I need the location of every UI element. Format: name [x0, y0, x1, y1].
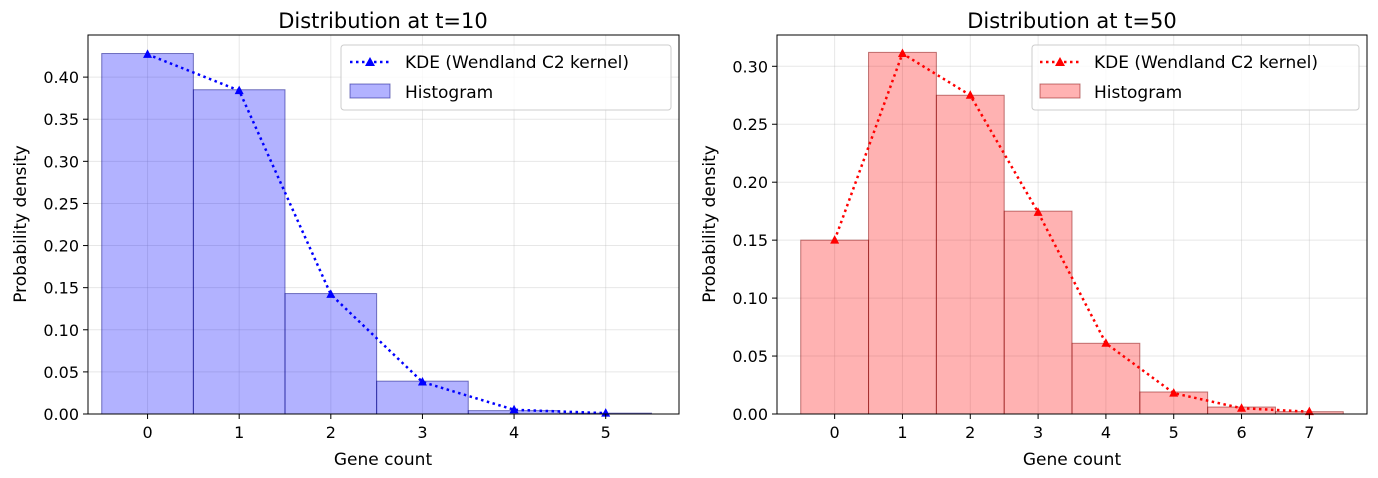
x-tick-label: 0: [142, 423, 152, 442]
legend-box: [340, 44, 672, 111]
x-tick-label: 5: [1169, 423, 1179, 442]
y-axis-label: Probability density: [11, 145, 31, 303]
x-tick-label: 6: [1236, 423, 1246, 442]
y-tick-label: 0.20: [732, 173, 768, 192]
y-axis-ticks: 0.00 0.05 0.10 0.15 0.20 0.25 0.30 0.35 0.40: [43, 68, 88, 424]
x-tick-label: 3: [1033, 423, 1043, 442]
y-tick-label: 0.05: [43, 363, 79, 382]
legend-hist-swatch: [1039, 83, 1081, 99]
x-axis-label: Gene count: [1023, 450, 1122, 470]
legend-hist-label: Histogram: [1094, 83, 1182, 103]
y-tick-label: 0.00: [732, 405, 768, 424]
legend-hist-swatch: [349, 83, 391, 99]
y-tick-label: 0.10: [43, 321, 79, 340]
legend-kde-marker: [365, 57, 375, 66]
x-tick-label: 1: [234, 423, 244, 442]
chart-t10: Distribution at t=10 0 1 2 3 4 5 0.00 0.05 0.10…: [11, 9, 680, 470]
x-tick-label: 0: [830, 423, 840, 442]
x-tick-label: 1: [897, 423, 907, 442]
kde-point: [234, 85, 244, 95]
x-tick-label: 4: [1101, 423, 1111, 442]
x-tick-label: 2: [965, 423, 975, 442]
y-axis-ticks: 0.00 0.05 0.10 0.15 0.20 0.25 0.30: [732, 57, 777, 424]
histogram-bar: [935, 94, 1005, 415]
histogram-bar: [1003, 210, 1073, 415]
y-tick-label: 0.40: [43, 68, 79, 87]
y-tick-label: 0.30: [732, 57, 768, 76]
x-tick-label: 5: [601, 423, 611, 442]
chart-title: Distribution at t=50: [967, 9, 1177, 33]
legend-box: [1031, 44, 1360, 111]
kde-curve: [147, 53, 606, 415]
kde-point: [601, 408, 611, 417]
x-tick-label: 7: [1304, 423, 1314, 442]
x-tick-label: 3: [417, 423, 427, 442]
kde-point: [143, 49, 153, 58]
histogram-bars: [101, 53, 653, 415]
x-tick-label: 4: [509, 423, 519, 442]
kde-curve: [833, 51, 1310, 413]
y-tick-label: 0.00: [43, 405, 79, 424]
y-tick-label: 0.10: [732, 289, 768, 308]
legend: KDE (Wendland C2 kernel) Histogram: [1031, 44, 1360, 111]
histogram-bar: [1071, 342, 1141, 415]
kde-point: [1237, 403, 1247, 412]
kde-point: [417, 376, 427, 386]
plot-frame: [776, 34, 1368, 415]
histogram-bar: [376, 380, 469, 415]
y-tick-label: 0.35: [43, 110, 79, 129]
kde-point: [326, 289, 336, 298]
y-tick-label: 0.05: [732, 347, 768, 366]
histogram-bar: [284, 293, 378, 415]
y-tick-label: 0.25: [43, 194, 79, 213]
x-tick-label: 2: [326, 423, 336, 442]
kde-point: [830, 235, 840, 244]
plot-frame: [87, 34, 680, 415]
kde-point: [1033, 207, 1043, 216]
kde-point: [965, 90, 975, 99]
x-axis-label: Gene count: [334, 450, 433, 470]
kde-point: [897, 48, 907, 58]
histogram-bar: [101, 53, 194, 415]
kde-line: [143, 49, 611, 417]
legend: KDE (Wendland C2 kernel) Histogram: [340, 44, 672, 111]
kde-point: [1304, 406, 1314, 416]
legend-kde-label: KDE (Wendland C2 kernel): [1094, 53, 1318, 73]
kde-line: [830, 48, 1314, 416]
kde-point: [1169, 388, 1179, 397]
y-axis-label: Probability density: [700, 145, 720, 303]
legend-kde-marker: [1055, 57, 1065, 66]
x-axis-ticks: 0 1 2 3 4 5: [142, 414, 611, 442]
y-tick-label: 0.15: [732, 231, 768, 250]
y-tick-label: 0.30: [43, 152, 79, 171]
y-tick-label: 0.25: [732, 115, 768, 134]
histogram-bar: [868, 51, 937, 415]
y-tick-label: 0.15: [43, 279, 79, 298]
chart-title: Distribution at t=10: [278, 9, 488, 33]
legend-hist-label: Histogram: [405, 83, 493, 103]
kde-point: [509, 404, 519, 414]
histogram-bar: [800, 239, 870, 415]
x-axis-ticks: 0 1 2 3 4 5 6 7: [830, 414, 1314, 442]
histogram-bar: [192, 89, 286, 415]
y-tick-label: 0.20: [43, 237, 79, 256]
legend-kde-label: KDE (Wendland C2 kernel): [405, 53, 629, 73]
kde-point: [1101, 338, 1111, 347]
